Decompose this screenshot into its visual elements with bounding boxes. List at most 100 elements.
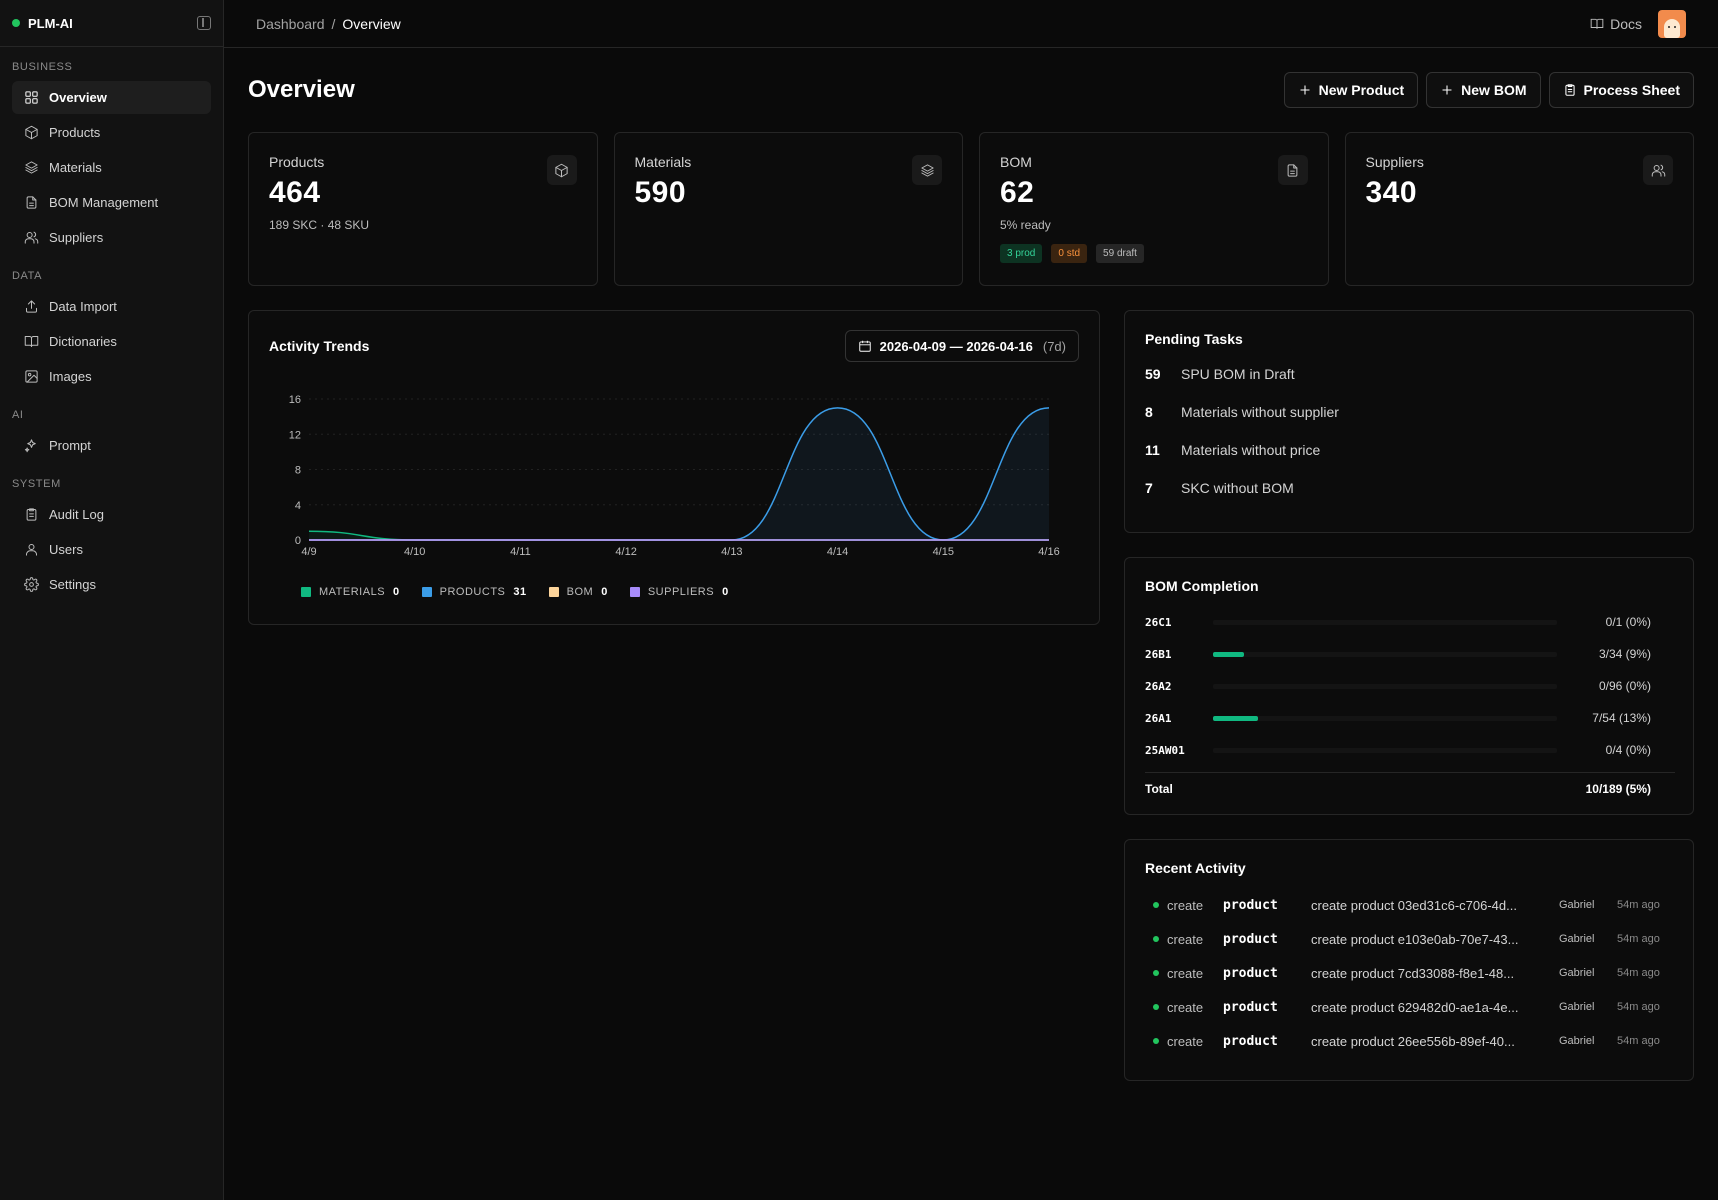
activity-trends-card: Activity Trends 2026-04-09 — 2026-04-16 … [248,310,1100,625]
sidebar-item-label: Audit Log [49,507,104,522]
bom-row[interactable]: 26C1 0/1 (0%) [1145,606,1673,638]
x-tick-label: 4/10 [404,546,425,558]
x-tick-label: 4/12 [615,546,636,558]
new-bom-label: New BOM [1461,82,1527,98]
breadcrumb-current: Overview [342,15,401,32]
bom-progress-fill [1213,651,1244,657]
upload-icon [23,299,39,315]
task-item[interactable]: 7 SKC without BOM [1145,469,1673,507]
bom-row[interactable]: 26B1 3/34 (9%) [1145,638,1673,670]
nav-section-business: BUSINESS Overview Products Materials BOM… [0,47,223,254]
sidebar-item-dictionaries[interactable]: Dictionaries [12,325,211,358]
activity-time: 54m ago [1617,1035,1660,1047]
nav-section-label: DATA [12,270,43,282]
new-bom-button[interactable]: New BOM [1426,72,1541,108]
recent-activity-title: Recent Activity [1145,860,1246,876]
nav-section-label: SYSTEM [12,478,61,490]
task-label: SPU BOM in Draft [1181,366,1295,382]
y-tick-label: 0 [295,535,301,547]
sidebar-collapse-icon[interactable] [197,16,211,30]
bom-total-row: Total 10/189 (5%) [1145,772,1675,796]
sidebar-item-images[interactable]: Images [12,360,211,393]
badge-std: 0 std [1051,244,1088,263]
series-line-products [309,407,1050,541]
activity-item[interactable]: create product create product 7cd33088-f… [1145,956,1673,990]
bom-row[interactable]: 26A2 0/96 (0%) [1145,670,1673,702]
task-count: 59 [1145,366,1161,382]
topbar: Dashboard / Overview Docs [224,0,1718,48]
sidebar-item-data-import[interactable]: Data Import [12,290,211,323]
stat-card-materials[interactable]: Materials 590 [613,132,963,286]
activity-item[interactable]: create product create product 629482d0-a… [1145,990,1673,1024]
docs-link[interactable]: Docs [1590,16,1642,32]
task-item[interactable]: 11 Materials without price [1145,431,1673,469]
task-item[interactable]: 8 Materials without supplier [1145,393,1673,431]
page-title: Overview [248,76,355,103]
activity-time: 54m ago [1617,967,1660,979]
bom-progress-track [1213,619,1557,625]
sidebar-item-settings[interactable]: Settings [12,568,211,601]
legend-label: MATERIALS [319,586,386,598]
bom-row[interactable]: 25AW01 0/4 (0%) [1145,734,1673,766]
avatar[interactable] [1658,9,1686,38]
legend-swatch [301,587,311,597]
activity-dot [1153,936,1159,942]
bom-season-code: 26A1 [1145,711,1172,725]
pending-tasks-title: Pending Tasks [1145,331,1243,347]
activity-item[interactable]: create product create product 26ee556b-8… [1145,1024,1673,1058]
sidebar-item-label: Users [49,542,83,557]
bom-progress-track [1213,747,1557,753]
task-item[interactable]: 59 SPU BOM in Draft [1145,355,1673,393]
breadcrumb-dashboard[interactable]: Dashboard [256,15,325,32]
sidebar-item-audit-log[interactable]: Audit Log [12,498,211,531]
gear-icon [23,577,39,593]
x-tick-label: 4/14 [827,546,848,558]
sidebar-item-suppliers[interactable]: Suppliers [12,221,211,254]
stat-value: 62 [1000,176,1035,209]
bom-season-code: 26C1 [1145,615,1172,629]
status-dot [12,19,20,27]
activity-item[interactable]: create product create product 03ed31c6-c… [1145,888,1673,922]
sidebar-item-prompt[interactable]: Prompt [12,429,211,462]
stat-value: 464 [269,176,321,209]
activity-item[interactable]: create product create product e103e0ab-7… [1145,922,1673,956]
legend-label: SUPPLIERS [647,586,715,598]
process-sheet-button[interactable]: Process Sheet [1548,72,1694,108]
new-product-button[interactable]: New Product [1283,72,1419,108]
bom-completion-title: BOM Completion [1145,578,1259,594]
legend-item-materials[interactable]: MATERIALS 0 [301,586,400,598]
sidebar-item-overview[interactable]: Overview [12,81,211,114]
stat-card-suppliers[interactable]: Suppliers 340 [1344,132,1694,286]
sidebar-item-bom-management[interactable]: BOM Management [12,186,211,219]
legend-item-suppliers[interactable]: SUPPLIERS 0 [629,586,729,598]
sidebar-item-users[interactable]: Users [12,533,211,566]
activity-entity: product [1223,931,1278,947]
activity-user: Gabriel [1559,1001,1595,1013]
bom-completion-card: BOM Completion 26C1 0/1 (0%) 26B1 3/34 (… [1124,557,1694,815]
pending-tasks-card: Pending Tasks 59 SPU BOM in Draft 8 Mate… [1124,310,1694,533]
stat-card-bom[interactable]: BOM 62 5% ready 3 prod 0 std 59 draft [979,132,1329,286]
date-range-picker[interactable]: 2026-04-09 — 2026-04-16 (7d) [844,330,1079,362]
sidebar-item-materials[interactable]: Materials [12,151,211,184]
legend-item-bom[interactable]: BOM 0 [548,586,608,598]
bom-row[interactable]: 26A1 7/54 (13%) [1145,702,1673,734]
legend-swatch [548,587,559,597]
bom-progress-value: 0/1 (0%) [1605,615,1651,629]
legend-item-products[interactable]: PRODUCTS 31 [421,586,527,598]
bom-progress-value: 0/4 (0%) [1605,743,1651,757]
legend-value: 31 [513,586,527,598]
date-range-text: 2026-04-09 — 2026-04-16 [879,338,1033,354]
activity-entity: product [1223,1033,1278,1049]
docs-label: Docs [1610,15,1642,32]
task-count: 7 [1145,480,1153,496]
activity-action: create [1167,1033,1204,1049]
stat-value: 590 [634,176,687,209]
recent-activity-card: Recent Activity create product create pr… [1124,839,1694,1081]
stat-card-products[interactable]: Products 464 189 SKC · 48 SKU [248,132,598,286]
activity-action: create [1167,931,1204,947]
nav-section-label: AI [12,409,24,421]
sidebar-item-products[interactable]: Products [12,116,211,149]
stat-sub: 5% ready [1000,218,1051,232]
x-tick-label: 4/16 [1038,546,1059,558]
activity-user: Gabriel [1559,899,1595,911]
